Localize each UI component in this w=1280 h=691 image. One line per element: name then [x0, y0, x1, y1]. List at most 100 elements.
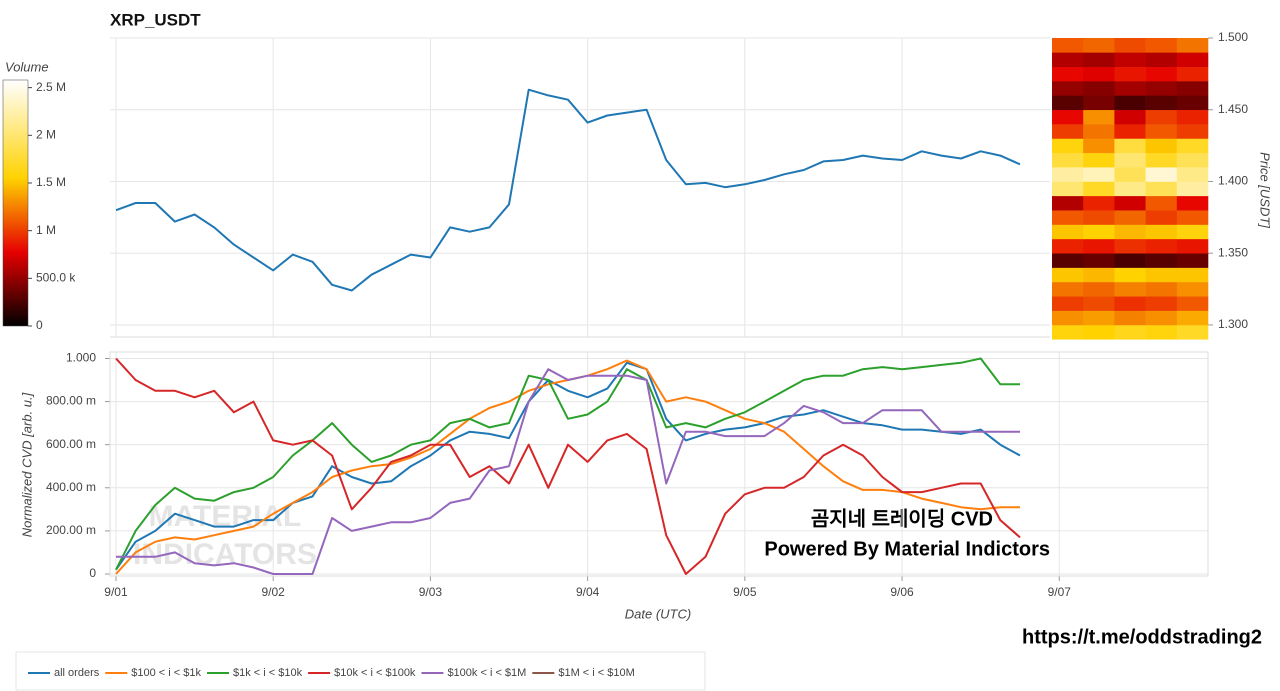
heatmap-cell	[1083, 324, 1115, 340]
heatmap-cell	[1083, 210, 1115, 225]
x-tick-label: 9/04	[576, 585, 600, 599]
heatmap-cell	[1176, 296, 1209, 311]
heatmap-cell	[1176, 124, 1209, 139]
heatmap-cell	[1083, 66, 1115, 82]
heatmap-cell	[1052, 95, 1084, 111]
heatmap-cell	[1145, 167, 1178, 182]
heatmap-cell	[1052, 167, 1084, 182]
heatmap-cell	[1083, 95, 1115, 111]
heatmap-cell	[1114, 167, 1146, 182]
heatmap-cell	[1052, 81, 1084, 96]
heatmap-cell	[1176, 253, 1209, 268]
heatmap-cell	[1145, 281, 1178, 297]
heatmap-cell	[1145, 310, 1178, 326]
footer-link[interactable]: https://t.me/oddstrading2	[1022, 626, 1262, 648]
heatmap-cell	[1145, 124, 1178, 139]
heatmap-cell	[1176, 167, 1209, 182]
heatmap-cell	[1176, 267, 1209, 283]
heatmap-cell	[1052, 138, 1084, 154]
x-tick-label: 9/02	[262, 585, 286, 599]
heatmap-cell	[1176, 281, 1209, 297]
heatmap-cell	[1052, 224, 1084, 240]
heatmap-cell	[1083, 267, 1115, 283]
legend-label: $1M < i < $10M	[558, 667, 634, 679]
heatmap-cell	[1114, 66, 1146, 82]
heatmap-cell	[1083, 138, 1115, 154]
legend-label: $1k < i < $10k	[233, 667, 303, 679]
y-tick-label: 1.400	[1218, 174, 1248, 188]
heatmap-cell	[1083, 181, 1115, 197]
heatmap-cell	[1114, 81, 1146, 96]
heatmap-cell	[1083, 81, 1115, 96]
heatmap-cell	[1052, 296, 1084, 311]
y-tick-label: 800.00 m	[46, 394, 96, 408]
y-tick-label: 400.00 m	[46, 480, 96, 494]
heatmap-cell	[1114, 253, 1146, 268]
heatmap-cell	[1114, 195, 1146, 211]
heatmap-cell	[1145, 210, 1178, 225]
heatmap-cell	[1114, 52, 1146, 67]
heatmap-cell	[1083, 296, 1115, 311]
y-tick-label: 1.500	[1218, 30, 1248, 44]
series-line	[115, 88, 1021, 292]
annotation: Powered By Material Indictors	[764, 538, 1050, 560]
heatmap-cell	[1052, 38, 1084, 53]
heatmap-cell	[1176, 310, 1209, 326]
legend-label: $100 < i < $1k	[131, 667, 201, 679]
colorbar-tick-label: 500.0 k	[36, 270, 76, 284]
heatmap-cell	[1176, 38, 1209, 53]
heatmap-cell	[1145, 52, 1178, 67]
heatmap-cell	[1145, 253, 1178, 268]
heatmap-cell	[1176, 109, 1209, 125]
heatmap-cell	[1145, 81, 1178, 96]
heatmap-cell	[1145, 181, 1178, 197]
legend-label: all orders	[54, 667, 100, 679]
heatmap-cell	[1083, 167, 1115, 182]
heatmap-cell	[1176, 238, 1209, 254]
heatmap-cell	[1145, 296, 1178, 311]
colorbar	[2, 79, 29, 327]
heatmap-cell	[1052, 210, 1084, 225]
heatmap-cell	[1052, 152, 1084, 168]
heatmap-cell	[1083, 281, 1115, 297]
heatmap-cell	[1052, 66, 1084, 82]
y-tick-label: 1.350	[1218, 245, 1248, 259]
heatmap-cell	[1052, 181, 1084, 197]
colorbar-title: Volume	[5, 59, 49, 74]
heatmap-cell	[1052, 238, 1084, 254]
y-axis-title: Normalized CVD [arb. u.]	[19, 392, 34, 537]
heatmap-cell	[1145, 267, 1178, 283]
heatmap-cell	[1114, 38, 1146, 53]
heatmap-cell	[1176, 81, 1209, 96]
heatmap-cell	[1176, 52, 1209, 67]
heatmap-cell	[1083, 224, 1115, 240]
heatmap-cell	[1114, 109, 1146, 125]
heatmap-cell	[1114, 210, 1146, 225]
heatmap-cell	[1052, 124, 1084, 139]
legend-box	[15, 651, 706, 691]
heatmap-cell	[1145, 195, 1178, 211]
heatmap-cell	[1176, 152, 1209, 168]
heatmap-cell	[1176, 95, 1209, 111]
heatmap-cell	[1083, 195, 1115, 211]
x-tick-label: 9/05	[733, 585, 757, 599]
plot-frame	[109, 351, 1209, 577]
chart-title: XRP_USDT	[110, 10, 201, 29]
colorbar-tick-label: 1 M	[36, 223, 56, 237]
heatmap-cell	[1114, 138, 1146, 154]
y-tick-label: 1.450	[1218, 102, 1248, 116]
colorbar-tick-label: 2 M	[36, 127, 56, 141]
heatmap-cell	[1114, 224, 1146, 240]
heatmap-cell	[1145, 95, 1178, 111]
heatmap-cell	[1176, 210, 1209, 225]
y-tick-label: 0	[89, 566, 96, 580]
heatmap-cell	[1114, 296, 1146, 311]
colorbar-tick-label: 0	[36, 318, 43, 332]
heatmap-cell	[1083, 52, 1115, 67]
heatmap-cell	[1145, 152, 1178, 168]
heatmap-cell	[1176, 181, 1209, 197]
heatmap-cell	[1083, 124, 1115, 139]
y-tick-label: 200.00 m	[46, 523, 96, 537]
heatmap-cell	[1083, 310, 1115, 326]
heatmap-cell	[1083, 109, 1115, 125]
